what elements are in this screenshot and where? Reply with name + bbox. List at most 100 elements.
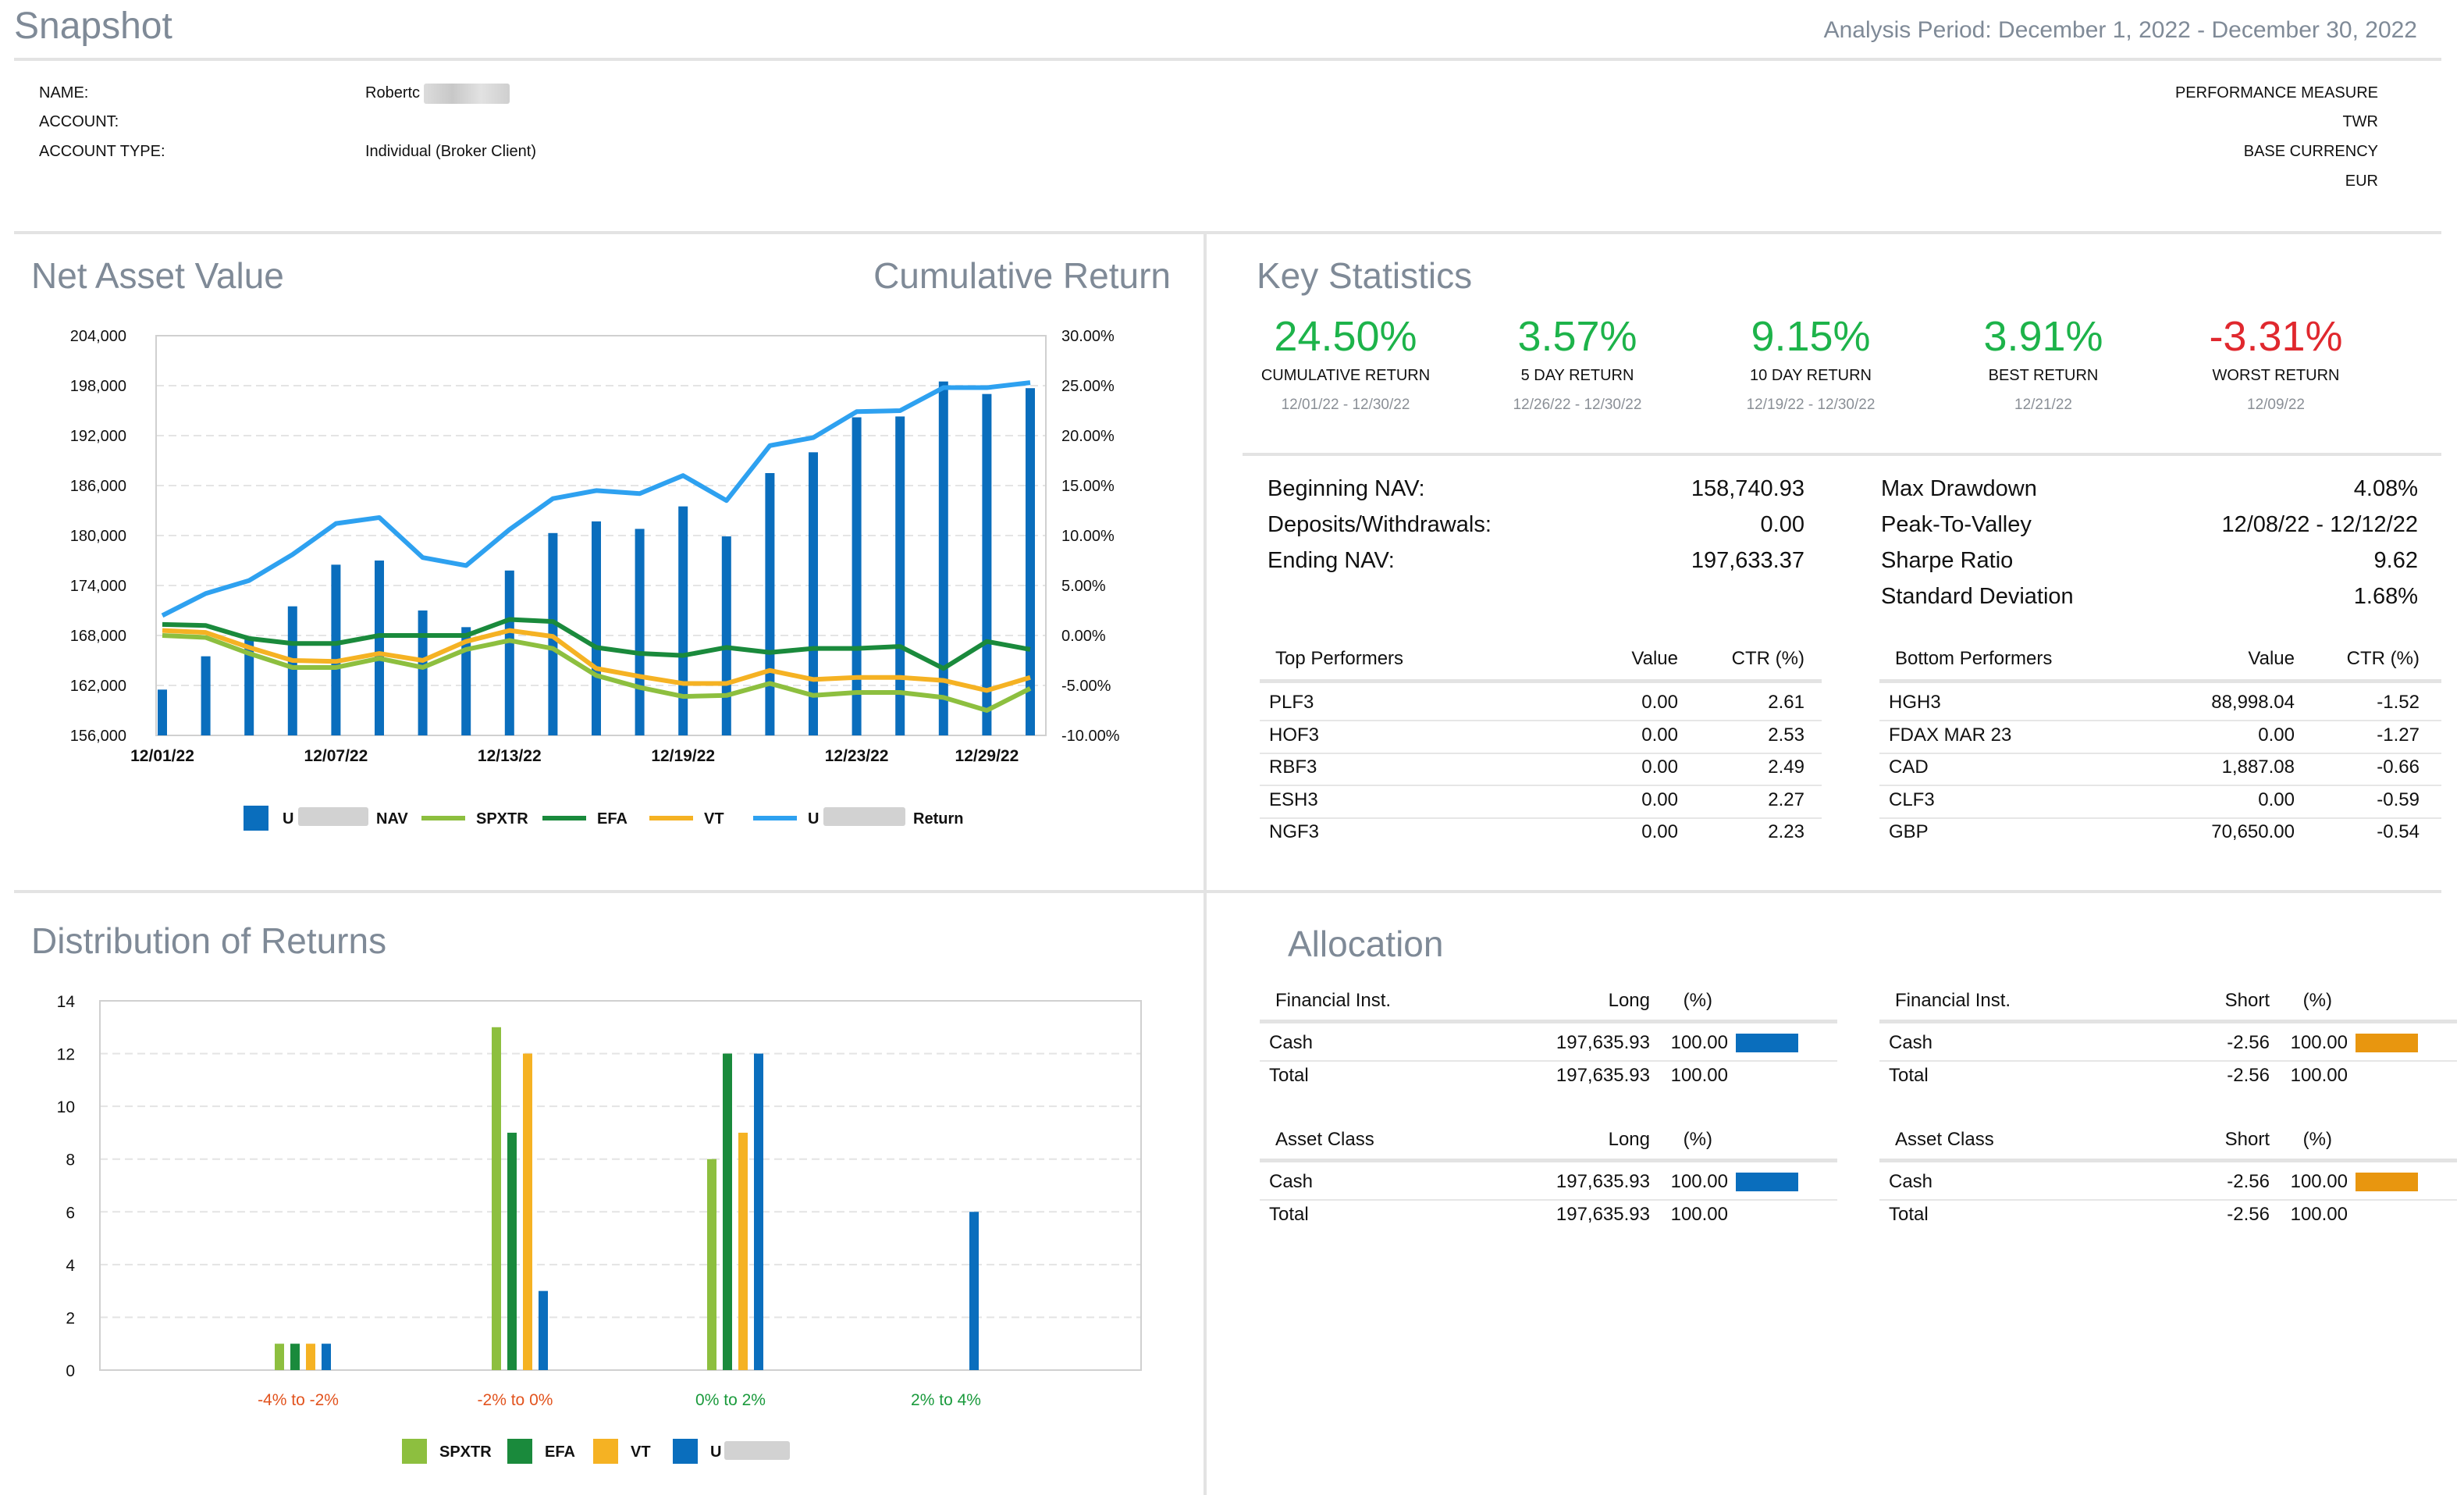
- y-left-tick: 180,000: [70, 528, 126, 545]
- row-divider: [1879, 1199, 2457, 1201]
- alloc-total-pct: 100.00: [1670, 1204, 1728, 1225]
- category-label: -4% to -2%: [258, 1391, 339, 1409]
- legend-label: EFA: [545, 1443, 575, 1461]
- distribution-bar: [969, 1212, 979, 1370]
- stat-value: 158,740.93: [1691, 476, 1804, 501]
- alloc-total-amount: -2.56: [2227, 1204, 2270, 1225]
- allocation-title: Allocation: [1288, 924, 1444, 964]
- stat-card-date: 12/21/22: [2014, 397, 2072, 413]
- stat-card-value: 9.15%: [1751, 313, 1871, 360]
- table-row-name: PLF3: [1269, 692, 1314, 713]
- legend-label: EFA: [597, 810, 628, 828]
- distribution-bar: [290, 1344, 300, 1370]
- alloc-row-amount: 197,635.93: [1556, 1171, 1650, 1192]
- stat-label: Peak-To-Valley: [1881, 512, 2032, 537]
- table-row-ctr: 2.49: [1768, 756, 1804, 778]
- y-left-tick: 168,000: [70, 628, 126, 645]
- table-row-ctr: -0.59: [2377, 788, 2420, 810]
- x-tick: 12/01/22: [130, 747, 194, 765]
- alloc-row-amount: -2.56: [2227, 1032, 2270, 1053]
- legend-label: SPXTR: [439, 1443, 492, 1461]
- table-row-ctr: -1.27: [2377, 724, 2420, 746]
- y-tick: 10: [57, 1098, 75, 1116]
- legend-label: U: [283, 810, 293, 828]
- stat-value: 4.08%: [2353, 476, 2418, 501]
- alloc-row-name: Cash: [1889, 1171, 1933, 1192]
- alloc-header-amount: Long: [1608, 1129, 1650, 1150]
- y-left-tick: 174,000: [70, 578, 126, 595]
- category-label: -2% to 0%: [478, 1391, 553, 1409]
- stat-value: 1.68%: [2353, 584, 2418, 609]
- table-header: Bottom Performers: [1895, 648, 2053, 669]
- redacted-account: [298, 807, 368, 826]
- x-tick: 12/13/22: [478, 747, 542, 765]
- row-divider: [1879, 752, 2441, 754]
- table-row-value: 0.00: [1641, 788, 1678, 810]
- distribution-bar: [723, 1053, 732, 1370]
- table-row-value: 0.00: [1641, 724, 1678, 746]
- stat-card-label: 10 DAY RETURN: [1750, 367, 1872, 384]
- table-row-name: CAD: [1889, 756, 1929, 778]
- y-tick: 0: [66, 1362, 75, 1380]
- alloc-header-amount: Short: [2224, 1129, 2270, 1150]
- nav-bar: [418, 610, 428, 735]
- alloc-bar: [1736, 1034, 1798, 1052]
- alloc-total-label: Total: [1889, 1065, 1929, 1086]
- column-divider: [1204, 234, 1207, 1495]
- table-header: Value: [2248, 648, 2295, 669]
- legend-label: VT: [631, 1443, 651, 1461]
- page-title: Snapshot: [14, 5, 172, 47]
- analysis-period: Analysis Period: December 1, 2022 - Dece…: [1823, 17, 2417, 43]
- alloc-total-label: Total: [1269, 1204, 1309, 1225]
- alloc-header-amount: Long: [1608, 990, 1650, 1011]
- y-right-tick: 10.00%: [1061, 528, 1115, 545]
- account-label: ACCOUNT:: [39, 113, 119, 130]
- legend-label: VT: [704, 810, 724, 828]
- table-row-name: RBF3: [1269, 756, 1317, 778]
- table-row-name: GBP: [1889, 821, 1929, 842]
- x-tick: 12/19/22: [651, 747, 715, 765]
- table-row-ctr: 2.27: [1768, 788, 1804, 810]
- base-currency-label: BASE CURRENCY: [2243, 143, 2378, 160]
- distribution-chart: 14 12 10 8 6 4 2 0 -4% to -2% -2% to 0% 0% to 2% 2%…: [57, 993, 1142, 1464]
- nav-bar: [592, 521, 601, 735]
- stat-label: Max Drawdown: [1881, 476, 2037, 501]
- distribution-bar: [523, 1053, 532, 1370]
- alloc-total-amount: 197,635.93: [1556, 1065, 1650, 1086]
- y-left-tick: 192,000: [70, 428, 126, 445]
- nav-bar: [244, 639, 254, 735]
- table-row-ctr: -0.66: [2377, 756, 2420, 778]
- nav-bar: [158, 689, 167, 735]
- stat-card-date: 12/09/22: [2247, 397, 2305, 413]
- row-divider: [1879, 785, 2441, 786]
- stat-card-value: 3.91%: [1983, 313, 2103, 360]
- legend-label-suffix: Return: [913, 810, 963, 828]
- stat-card-date: 12/26/22 - 12/30/22: [1513, 397, 1642, 413]
- nav-bar: [938, 381, 948, 735]
- alloc-header-pct: (%): [2302, 1129, 2332, 1150]
- y-left-tick: 204,000: [70, 328, 126, 345]
- nav-bar: [287, 606, 297, 735]
- table-row-name: HGH3: [1889, 692, 1941, 713]
- table-row-ctr: 2.23: [1768, 821, 1804, 842]
- y-tick: 4: [66, 1257, 75, 1275]
- row-divider: [1879, 720, 2441, 721]
- redacted-account: [724, 1441, 790, 1460]
- table-row-value: 0.00: [2258, 724, 2295, 746]
- table-row-name: HOF3: [1269, 724, 1320, 746]
- alloc-row-pct: 100.00: [1670, 1032, 1728, 1053]
- account-type-value: Individual (Broker Client): [365, 143, 536, 160]
- series-line-efa: [162, 617, 1031, 671]
- table-row-name: FDAX MAR 23: [1889, 724, 2012, 746]
- table-header: CTR (%): [1731, 648, 1804, 669]
- y-right-tick: -10.00%: [1061, 728, 1120, 745]
- alloc-row-name: Cash: [1269, 1171, 1314, 1192]
- legend-label: U: [710, 1443, 721, 1461]
- y-right-tick: 5.00%: [1061, 578, 1106, 595]
- row-divider: [1879, 1060, 2457, 1062]
- alloc-header-pct: (%): [2302, 990, 2332, 1011]
- alloc-row-amount: 197,635.93: [1556, 1032, 1650, 1053]
- name-value: Robertc: [365, 84, 421, 101]
- alloc-bar: [2356, 1034, 2418, 1052]
- stat-label: Sharpe Ratio: [1881, 548, 2014, 573]
